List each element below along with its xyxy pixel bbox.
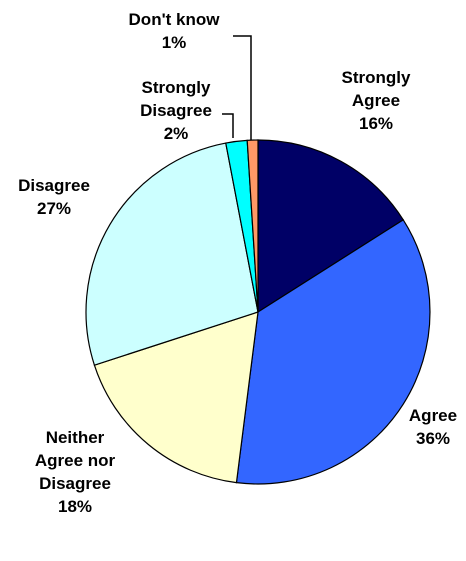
pie-slices	[85, 139, 431, 485]
leader-line-strongly-disagree	[222, 113, 234, 138]
label-strongly-agree: Strongly Agree 16%	[341, 68, 411, 133]
label-strongly-disagree: Strongly Disagree 2%	[140, 78, 212, 143]
pie-slice-neither-agree-nor-disagree	[93, 311, 259, 484]
leader-line-dont-know	[233, 35, 252, 140]
pie-slice-disagree	[85, 142, 259, 366]
pie-slice-strongly-agree	[257, 139, 405, 314]
label-neither: Neither Agree nor Disagree 18%	[34, 428, 116, 516]
pie-slice-don-t-know	[246, 139, 259, 313]
pie-slice-agree	[235, 219, 431, 485]
leader-lines	[222, 35, 252, 140]
label-disagree: Disagree 27%	[18, 176, 90, 218]
label-dont-know: Don't know 1%	[128, 10, 220, 52]
label-agree: Agree 36%	[408, 406, 458, 448]
